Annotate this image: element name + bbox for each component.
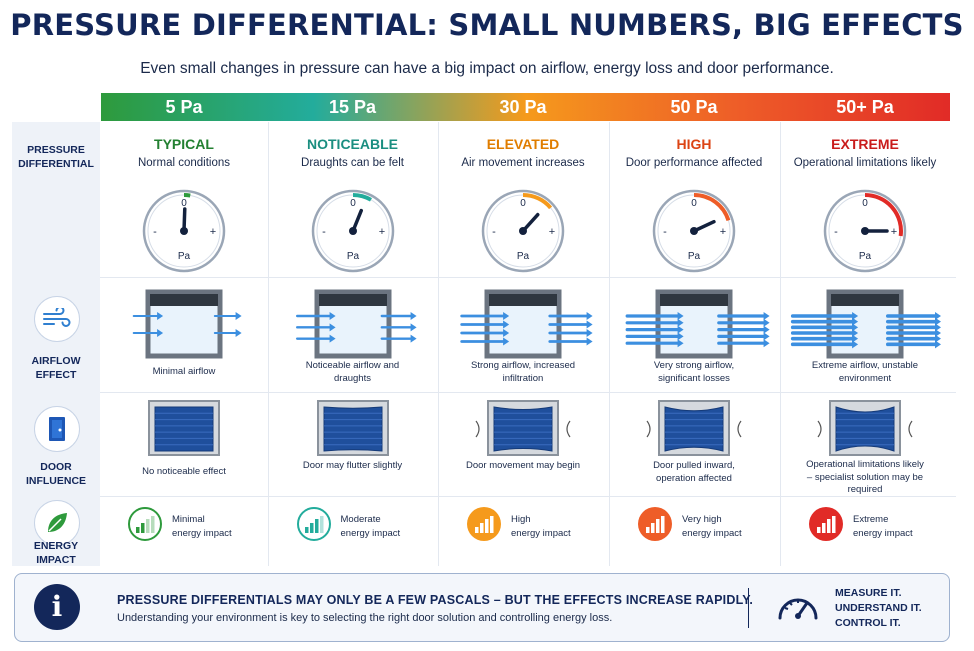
door-icon bbox=[34, 406, 80, 452]
leaf-icon bbox=[34, 500, 80, 546]
door-illustration bbox=[475, 400, 571, 456]
gauge-label: - bbox=[492, 226, 496, 238]
door-caption: Door pulled inward, operation affected bbox=[653, 460, 735, 484]
airflow-caption: Extreme airflow, unstable environment bbox=[811, 360, 919, 384]
door-illustration bbox=[316, 400, 389, 456]
energy-bars-icon bbox=[809, 507, 843, 541]
gauge-label: Pa bbox=[346, 251, 359, 262]
door-caption: Door movement may begin bbox=[465, 460, 581, 471]
page-title: PRESSURE DIFFERENTIAL: SMALL NUMBERS, BI… bbox=[10, 8, 964, 42]
pressure-gauge: 0 - + Pa bbox=[823, 189, 907, 273]
pressure-header: 30 Pa bbox=[499, 97, 547, 117]
pressure-header: 5 Pa bbox=[165, 97, 203, 117]
pressure-header: 50 Pa bbox=[670, 97, 718, 117]
level-label: TYPICAL bbox=[154, 136, 214, 152]
gauge-label: + bbox=[891, 226, 897, 238]
gauge-label: - bbox=[322, 226, 326, 238]
row-label-column bbox=[12, 122, 100, 566]
footer-call-to-action: MEASURE IT. UNDERSTAND IT. CONTROL IT. bbox=[835, 587, 922, 629]
pressure-gauge: 0 - + Pa bbox=[311, 189, 394, 273]
row-divider bbox=[100, 277, 956, 278]
energy-bars-icon bbox=[638, 507, 672, 541]
level-label: ELEVATED bbox=[486, 136, 560, 152]
gauge-label: + bbox=[210, 226, 216, 238]
gauge-icon bbox=[774, 586, 822, 631]
gauge-label: 0 bbox=[691, 198, 697, 209]
airflow-caption: Very strong airflow, significant losses bbox=[653, 360, 735, 384]
energy-bars-icon bbox=[128, 507, 162, 541]
gauge-label: - bbox=[834, 226, 838, 238]
pressure-gauge: 0 - + Pa bbox=[142, 189, 226, 273]
page-subtitle: Even small changes in pressure can have … bbox=[140, 60, 834, 77]
airflow-illustration bbox=[132, 289, 242, 359]
info-icon: i bbox=[34, 584, 80, 630]
energy-impact-label: High energy impact bbox=[511, 514, 571, 539]
energy-impact-label: Moderate energy impact bbox=[340, 514, 401, 539]
airflow-caption: Noticeable airflow and draughts bbox=[305, 360, 400, 384]
energy-impact-label: Extreme energy impact bbox=[853, 514, 913, 539]
gauge-label: Pa bbox=[859, 251, 872, 262]
airflow-caption: Strong airflow, increased infiltration bbox=[470, 360, 576, 384]
door-illustration bbox=[817, 400, 913, 456]
gauge-label: Pa bbox=[517, 251, 530, 262]
column-divider bbox=[438, 122, 439, 566]
level-label: EXTREME bbox=[831, 136, 899, 152]
door-illustration bbox=[646, 400, 742, 456]
level-description: Door performance affected bbox=[625, 157, 763, 169]
level-label: NOTICEABLE bbox=[307, 136, 398, 152]
pressure-header: 15 Pa bbox=[328, 97, 377, 117]
level-description: Normal conditions bbox=[137, 157, 231, 169]
gauge-label: + bbox=[549, 226, 555, 238]
airflow-illustration bbox=[625, 289, 770, 359]
gauge-label: Pa bbox=[178, 251, 191, 262]
airflow-illustration bbox=[295, 289, 417, 359]
gauge-label: 0 bbox=[181, 198, 187, 209]
column-divider bbox=[609, 122, 610, 566]
energy-bars-icon bbox=[467, 507, 501, 541]
level-description: Operational limitations likely bbox=[793, 157, 937, 169]
row-label-door: DOOR INFLUENCE bbox=[25, 461, 87, 487]
gauge-label: - bbox=[153, 226, 157, 238]
header-gradient-band bbox=[101, 93, 950, 121]
door-illustration bbox=[148, 400, 220, 456]
airflow-illustration bbox=[460, 289, 593, 359]
level-label: HIGH bbox=[676, 136, 712, 152]
footer-divider bbox=[748, 588, 749, 628]
door-caption: No noticeable effect bbox=[142, 466, 226, 477]
level-description: Air movement increases bbox=[461, 157, 585, 169]
energy-impact-label: Minimal energy impact bbox=[172, 514, 232, 539]
gauge-label: + bbox=[378, 226, 384, 238]
door-caption: Operational limitations likely – special… bbox=[806, 459, 924, 495]
wind-icon bbox=[34, 296, 80, 342]
footer-headline: PRESSURE DIFFERENTIALS MAY ONLY BE A FEW… bbox=[117, 593, 754, 607]
row-divider bbox=[100, 496, 956, 497]
gauge-label: + bbox=[720, 226, 726, 238]
row-label-airflow: AIRFLOW EFFECT bbox=[31, 355, 81, 381]
airflow-illustration bbox=[790, 289, 941, 359]
row-label-pressure: PRESSURE DIFFERENTIAL bbox=[18, 144, 94, 170]
column-divider bbox=[780, 122, 781, 566]
footer-banner bbox=[14, 573, 950, 642]
row-divider bbox=[100, 392, 956, 393]
row-label-energy: ENERGY IMPACT bbox=[33, 540, 79, 566]
pressure-header: 50+ Pa bbox=[836, 97, 894, 117]
level-description: Draughts can be felt bbox=[301, 157, 404, 169]
energy-impact-label: Very high energy impact bbox=[682, 514, 742, 539]
footer-text: Understanding your environment is key to… bbox=[117, 612, 613, 624]
gauge-label: 0 bbox=[350, 198, 356, 209]
gauge-label: 0 bbox=[862, 198, 868, 209]
pressure-gauge: 0 - + Pa bbox=[652, 189, 736, 273]
column-divider bbox=[268, 122, 269, 566]
door-caption: Door may flutter slightly bbox=[302, 460, 403, 471]
pressure-gauge: 0 - + Pa bbox=[481, 189, 565, 273]
gauge-label: - bbox=[663, 226, 667, 238]
energy-bars-icon bbox=[296, 507, 331, 541]
gauge-label: 0 bbox=[520, 198, 526, 209]
gauge-label: Pa bbox=[688, 251, 701, 262]
airflow-caption: Minimal airflow bbox=[152, 366, 216, 377]
